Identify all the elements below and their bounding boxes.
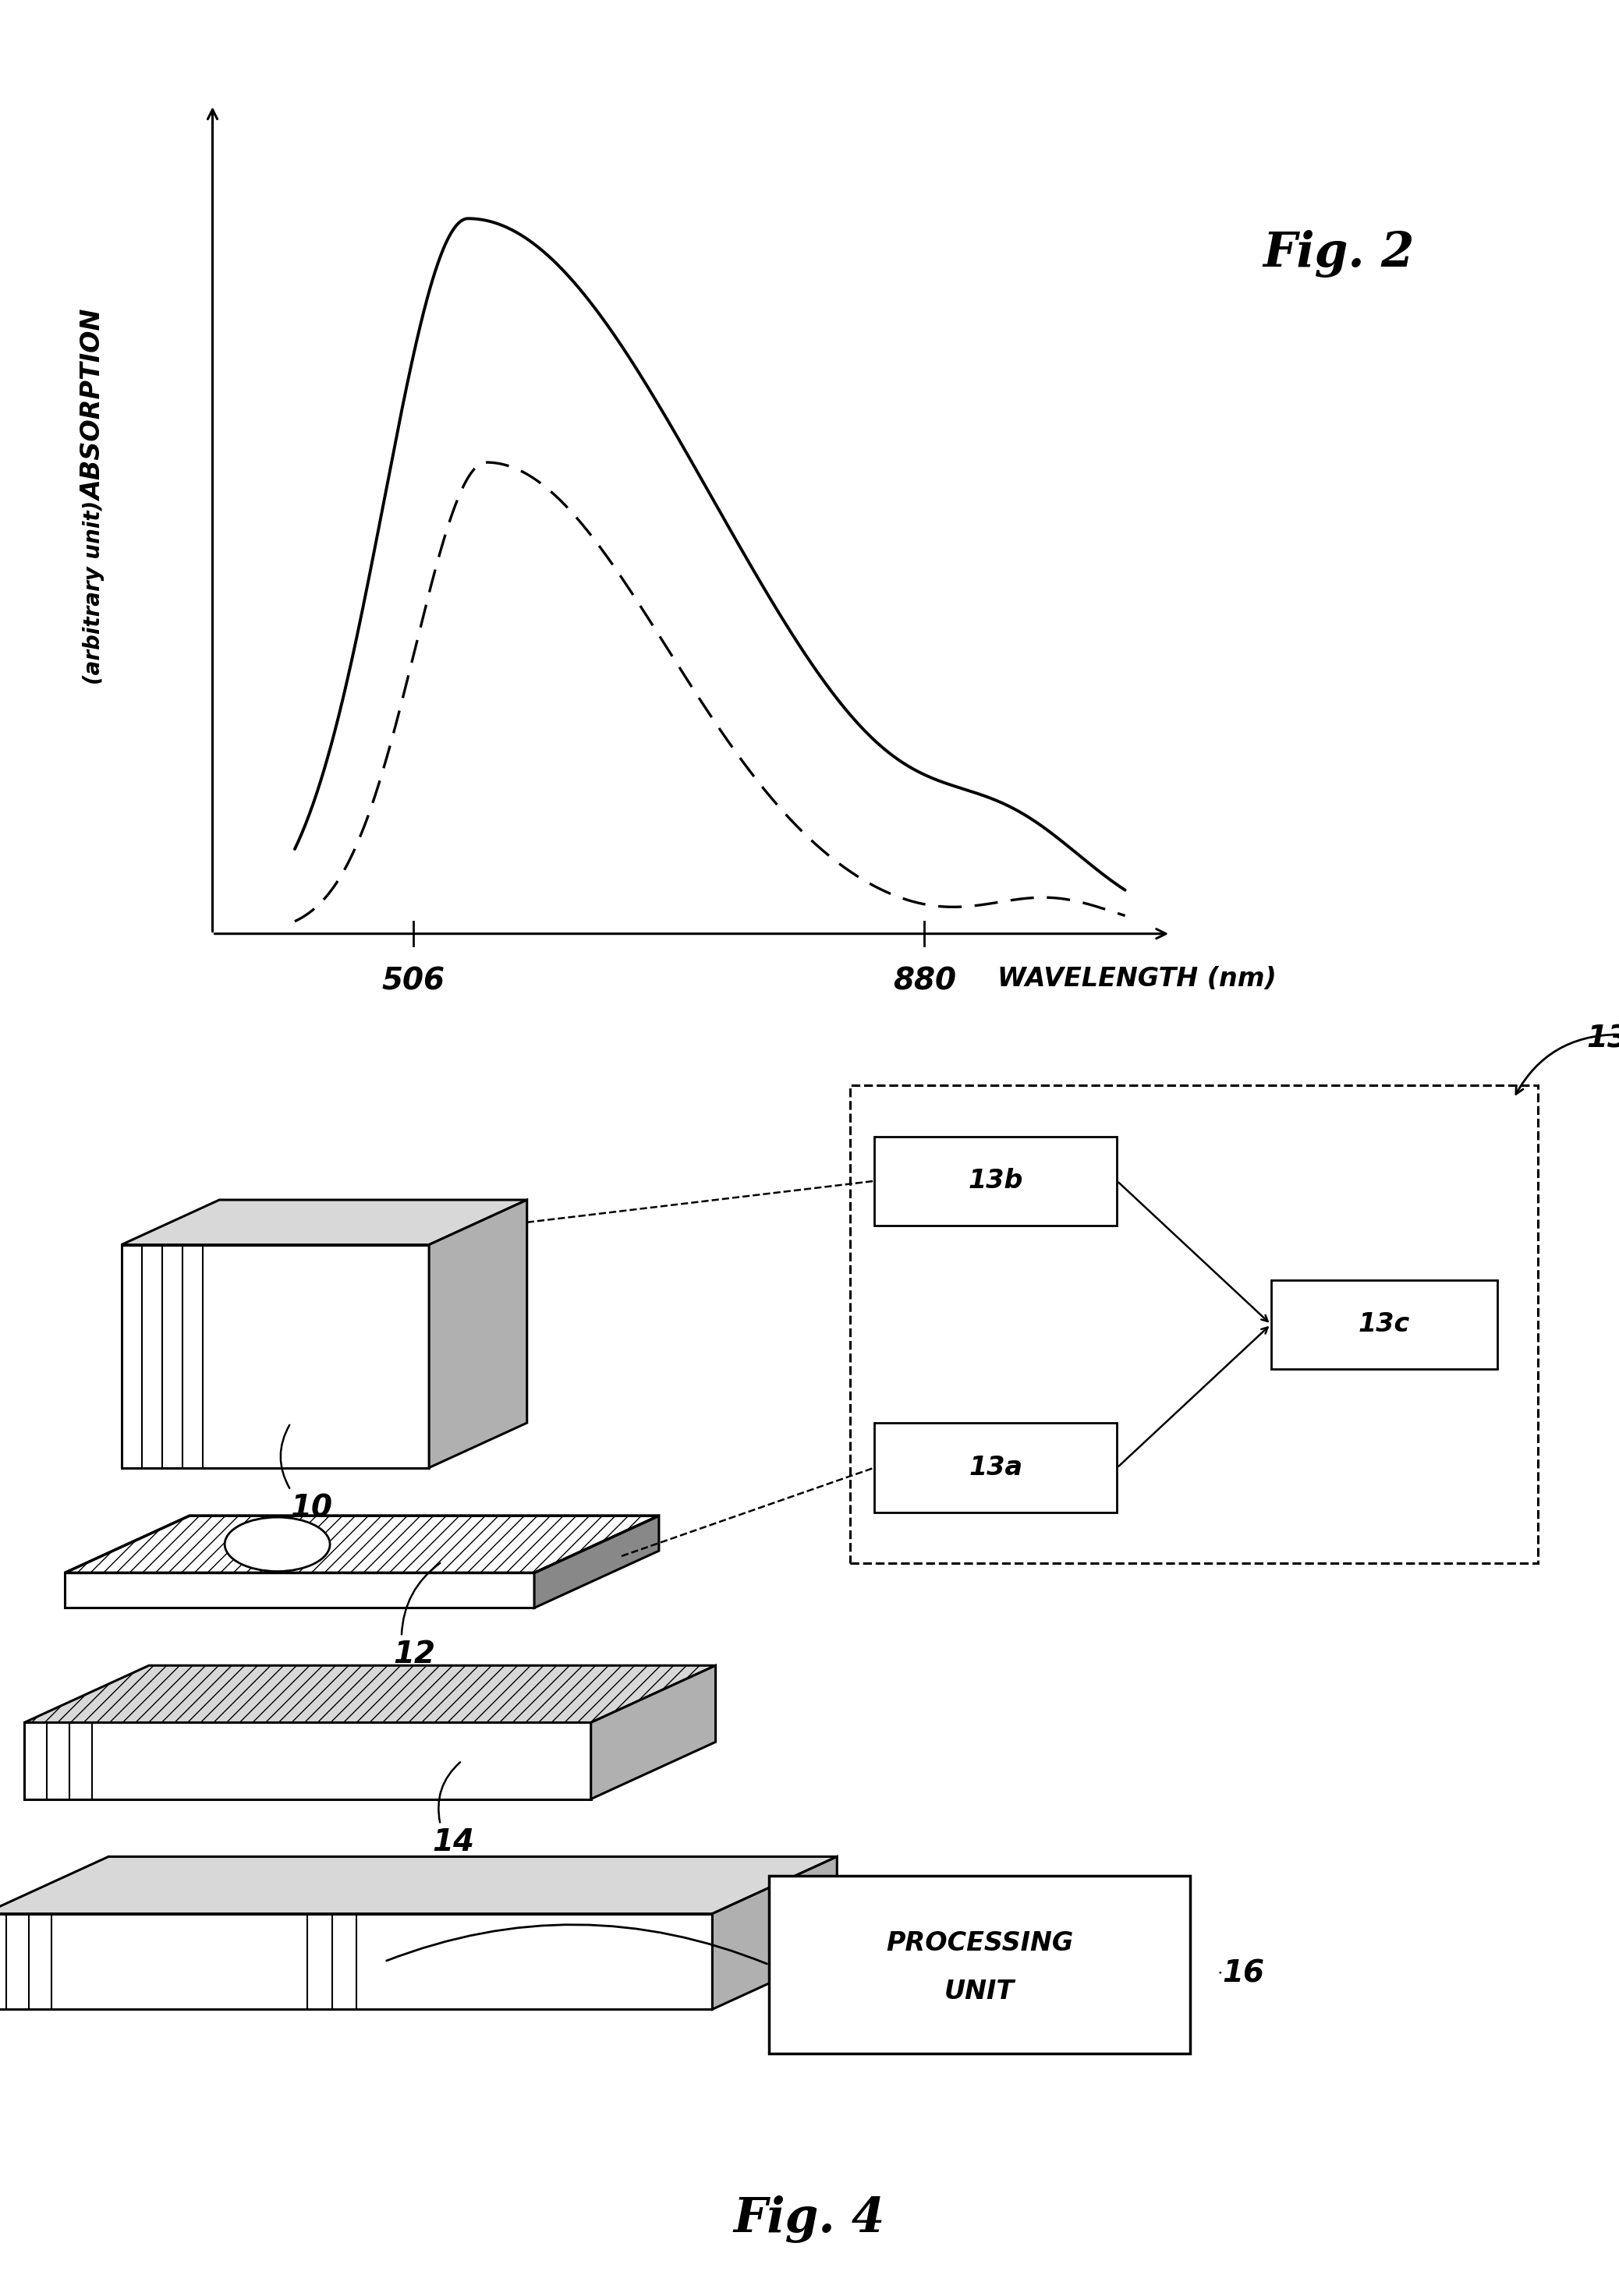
Text: 13b: 13b — [968, 1169, 1023, 1194]
Polygon shape — [65, 1515, 659, 1573]
Text: WAVELENGTH (nm): WAVELENGTH (nm) — [997, 967, 1276, 992]
Text: (arbitrary unit): (arbitrary unit) — [83, 501, 105, 684]
Polygon shape — [429, 1201, 528, 1467]
Text: 12: 12 — [393, 1639, 436, 1669]
Text: UNIT: UNIT — [944, 1979, 1015, 2004]
Text: 16: 16 — [1222, 1958, 1264, 1988]
Text: 14: 14 — [432, 1828, 474, 1857]
Text: ABSORPTION: ABSORPTION — [81, 310, 107, 501]
Polygon shape — [24, 1722, 591, 1800]
Polygon shape — [534, 1515, 659, 1607]
Text: 13: 13 — [1587, 1024, 1619, 1054]
Text: 13c: 13c — [1358, 1311, 1410, 1336]
Polygon shape — [591, 1665, 716, 1800]
Text: 10: 10 — [291, 1492, 334, 1522]
FancyBboxPatch shape — [874, 1137, 1117, 1226]
Text: 880: 880 — [892, 967, 955, 996]
Text: 506: 506 — [382, 967, 445, 996]
Polygon shape — [24, 1665, 716, 1722]
FancyBboxPatch shape — [850, 1086, 1538, 1564]
FancyBboxPatch shape — [874, 1424, 1117, 1513]
FancyBboxPatch shape — [769, 1876, 1190, 2055]
Text: Fig. 4: Fig. 4 — [733, 2195, 886, 2243]
Polygon shape — [712, 1857, 837, 2009]
Text: PROCESSING: PROCESSING — [886, 1931, 1073, 1956]
Text: Fig. 2: Fig. 2 — [1263, 230, 1415, 278]
FancyBboxPatch shape — [1271, 1279, 1498, 1368]
Polygon shape — [0, 1857, 837, 1913]
Polygon shape — [65, 1573, 534, 1607]
Ellipse shape — [225, 1518, 330, 1570]
Polygon shape — [121, 1201, 528, 1244]
Text: 13a: 13a — [968, 1456, 1023, 1481]
Polygon shape — [121, 1244, 429, 1467]
Polygon shape — [0, 1913, 712, 2009]
